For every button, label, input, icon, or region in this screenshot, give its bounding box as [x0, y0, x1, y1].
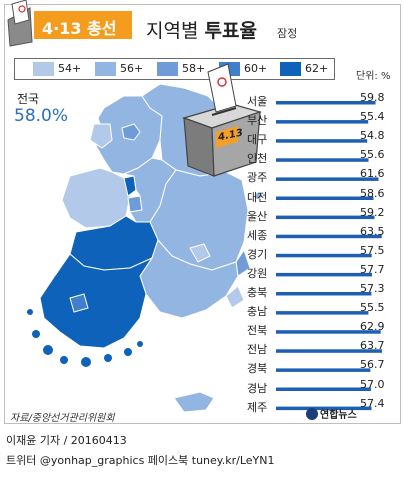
bar-14 — [276, 368, 371, 372]
value-label: 61.6 — [360, 167, 385, 181]
publisher-logo: 연합뉴스 — [306, 406, 357, 421]
logo-text: 연합뉴스 — [320, 410, 357, 421]
bar-9 — [276, 272, 372, 277]
map-region-gwangju — [69, 293, 89, 313]
title-prefix: 지역별 — [146, 20, 205, 42]
region-label: 경북 — [247, 362, 268, 376]
unit-label: 단위: % — [356, 71, 391, 82]
map-region-jeju — [173, 391, 215, 413]
value-label: 57.3 — [360, 282, 385, 295]
value-label: 62.9 — [360, 320, 385, 334]
bar-10 — [276, 292, 372, 296]
value-label: 57.0 — [360, 377, 385, 391]
bar-7 — [276, 234, 382, 239]
election-tag — [34, 11, 132, 39]
value-label: 57.4 — [360, 396, 385, 410]
bar-8 — [276, 253, 372, 258]
source-text: 자료/중앙선거관리위원회 — [10, 413, 115, 424]
chart-subtitle: 잠정 — [277, 27, 298, 40]
map-region-jeonnam — [39, 253, 154, 349]
region-label: 대구 — [247, 133, 268, 147]
credit-line-2: 트위터 @yonhap_graphics 페이스북 tuney.kr/LeYN1 — [6, 454, 275, 467]
bar-5 — [276, 196, 374, 200]
region-label: 세종 — [247, 228, 268, 242]
bar-16 — [276, 406, 372, 411]
bar-6 — [276, 215, 375, 220]
national-name: 전국 — [17, 92, 40, 106]
value-label: 63.7 — [360, 339, 385, 353]
map-region-seoul — [121, 123, 141, 141]
region-label: 충북 — [247, 286, 268, 299]
region-label: 전북 — [247, 324, 268, 338]
bar-3 — [276, 158, 369, 162]
value-label: 59.8 — [360, 91, 385, 104]
bar-13 — [276, 349, 382, 353]
value-label: 57.7 — [360, 262, 385, 276]
chart-title: 지역별 투표율 — [146, 16, 257, 43]
map-island-ulleung — [255, 193, 261, 199]
title-bold: 투표율 — [204, 20, 257, 42]
legend-label: 54+ — [58, 62, 82, 75]
ballot-box-illustration — [182, 63, 263, 177]
legend-label: 56+ — [120, 62, 144, 75]
legend-swatch-1 — [95, 62, 116, 76]
bar-2 — [276, 139, 368, 143]
region-label: 부산 — [247, 114, 268, 128]
legend-swatch-2 — [157, 62, 178, 76]
value-label: 63.5 — [360, 224, 385, 238]
value-label: 59.2 — [360, 205, 385, 219]
bar-0 — [276, 101, 376, 105]
value-label: 54.8 — [360, 129, 385, 143]
credit-line-1: 이재윤 기자 / 20160413 — [6, 434, 127, 447]
region-label: 광주 — [247, 171, 268, 185]
value-label: 56.7 — [360, 358, 385, 372]
bar-11 — [276, 311, 369, 315]
legend-label: 60+ — [244, 62, 268, 75]
value-label: 58.6 — [360, 186, 385, 200]
legend-label: 62+ — [305, 62, 329, 75]
region-label: 서울 — [247, 95, 268, 108]
region-label: 경남 — [247, 381, 268, 395]
map-region-busan — [225, 285, 245, 309]
legend-swatch-4 — [280, 62, 301, 76]
bar-12 — [276, 330, 381, 334]
region-label: 인천 — [247, 152, 268, 166]
election-tag-text: 4·13 총선 — [42, 19, 117, 38]
legend-swatch-0 — [33, 62, 54, 76]
region-label: 강원 — [247, 266, 268, 280]
national-value: 58.0% — [14, 106, 69, 126]
value-label: 55.4 — [360, 110, 385, 124]
region-label: 울산 — [247, 209, 268, 223]
logo-icon — [306, 408, 318, 420]
map-region-daegu — [189, 243, 211, 263]
map-islands-jeonnam — [27, 309, 143, 367]
map-region-incheon — [89, 123, 113, 149]
region-label: 대전 — [247, 190, 268, 204]
region-label: 제주 — [247, 400, 268, 414]
header-ballot-icon — [7, 0, 33, 47]
region-label: 충남 — [247, 305, 268, 319]
value-label: 55.5 — [360, 301, 385, 315]
bar-4 — [276, 177, 379, 181]
value-label: 55.6 — [360, 148, 385, 162]
legend-label: 58+ — [182, 62, 206, 75]
value-label: 57.5 — [360, 243, 385, 257]
legend: 54+ 56+ 58+ 60+ 62+ — [14, 58, 335, 80]
bar-15 — [276, 387, 371, 391]
bar-1 — [276, 120, 369, 124]
region-label: 경기 — [247, 247, 268, 261]
region-label: 전남 — [247, 343, 268, 357]
